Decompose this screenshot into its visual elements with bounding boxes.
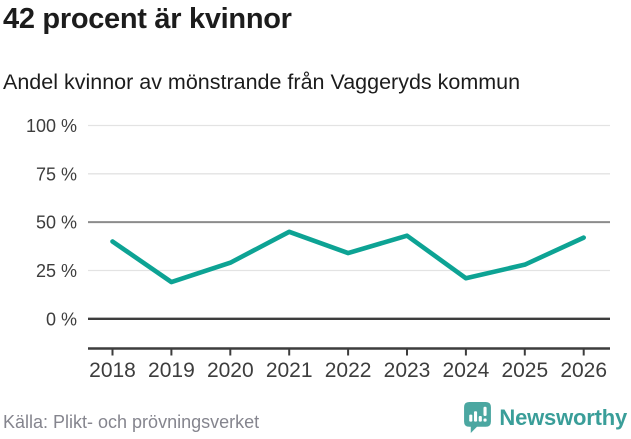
x-tick-label: 2025: [501, 359, 548, 382]
newsworthy-logo: Newsworthy: [464, 402, 627, 433]
x-tick-label: 2024: [443, 359, 490, 382]
x-tick-label: 2020: [207, 359, 254, 382]
y-tick-label: 75 %: [36, 164, 77, 184]
chart-title: 42 procent är kvinnor: [3, 3, 292, 35]
chart-subtitle: Andel kvinnor av mönstrande från Vaggery…: [3, 70, 521, 94]
x-tick-label: 2019: [148, 359, 195, 382]
x-tick-label: 2021: [266, 359, 313, 382]
x-tick-label: 2018: [89, 359, 136, 382]
y-tick-label: 50 %: [36, 213, 77, 233]
x-tick-label: 2022: [325, 359, 372, 382]
source-note: Källa: Plikt- och prövningsverket: [3, 412, 260, 432]
y-tick-label: 25 %: [36, 261, 77, 281]
x-tick-label: 2023: [384, 359, 431, 382]
y-tick-label: 100 %: [26, 116, 77, 136]
x-tick-label: 2026: [560, 359, 607, 382]
trend-line: [110, 229, 587, 285]
y-tick-label: 0 %: [46, 309, 77, 329]
newsworthy-bubble-chart-icon: [464, 402, 492, 433]
brand-name: Newsworthy: [499, 404, 627, 430]
